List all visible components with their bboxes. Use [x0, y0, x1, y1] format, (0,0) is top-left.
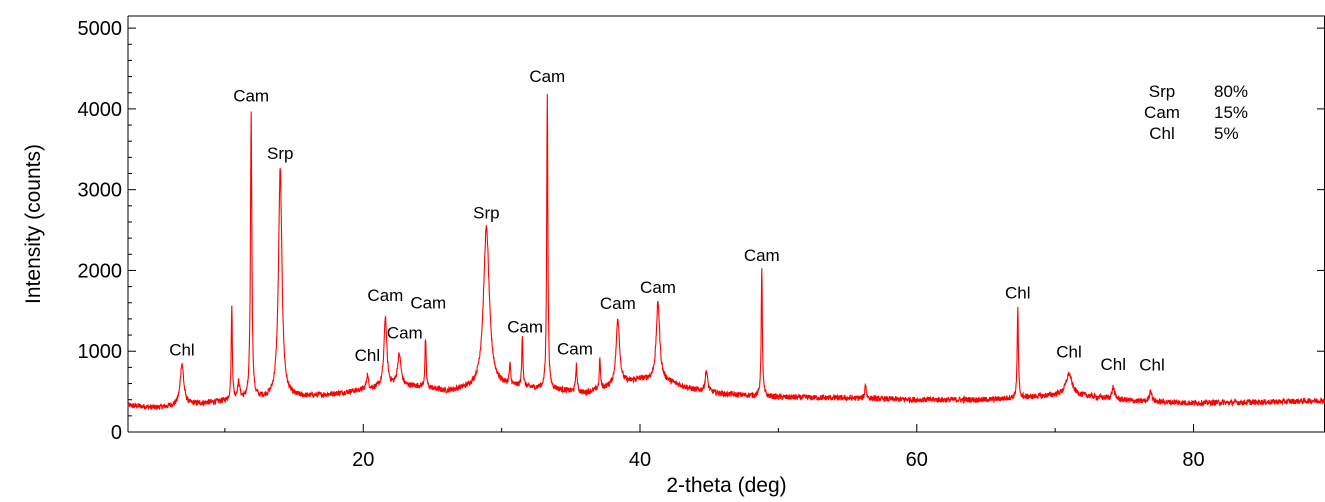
legend-phase: Cam	[1144, 103, 1180, 122]
y-tick-label: 3000	[78, 180, 123, 202]
y-tick-label: 1000	[78, 341, 123, 363]
peak-label-chl: Chl	[1005, 284, 1031, 303]
y-tick-label: 4000	[78, 99, 123, 121]
y-axis-title: Intensity (counts)	[22, 144, 45, 304]
peak-label-cam: Cam	[600, 294, 636, 313]
peak-label-chl: Chl	[169, 340, 195, 359]
peak-label-cam: Cam	[233, 87, 269, 106]
legend-phase: Chl	[1149, 124, 1175, 143]
legend-percent: 5%	[1214, 124, 1239, 143]
xrd-pattern-line	[127, 94, 1325, 410]
peak-label-chl: Chl	[1056, 343, 1082, 362]
x-tick-label: 40	[629, 449, 651, 471]
peak-label-cam: Cam	[529, 67, 565, 86]
peak-label-chl: Chl	[355, 346, 381, 365]
legend-phase: Srp	[1149, 82, 1175, 101]
peak-label-chl: Chl	[1101, 355, 1127, 374]
legend-percent: 15%	[1214, 103, 1248, 122]
peak-label-cam: Cam	[557, 339, 593, 358]
peak-label-cam: Cam	[507, 318, 543, 337]
x-tick-label: 60	[906, 449, 928, 471]
y-tick-label: 0	[111, 422, 122, 444]
peak-label-cam: Cam	[367, 286, 403, 305]
x-tick-label: 20	[352, 449, 374, 471]
y-tick-label: 5000	[78, 18, 123, 40]
peak-label-srp: Srp	[473, 204, 499, 223]
peak-label-cam: Cam	[387, 323, 423, 342]
y-tick-label: 2000	[78, 260, 123, 282]
x-tick-label: 80	[1182, 449, 1204, 471]
x-axis-title: 2-theta (deg)	[666, 474, 786, 497]
peak-label-cam: Cam	[744, 246, 780, 265]
peak-label-cam: Cam	[640, 278, 676, 297]
legend-percent: 80%	[1214, 82, 1248, 101]
peak-label-cam: Cam	[410, 293, 446, 312]
axis-ticks: 20 40 60 80 0 1000 2000 3000 4000 5000	[78, 18, 1325, 471]
peak-label-chl: Chl	[1139, 356, 1165, 375]
peak-label-srp: Srp	[267, 144, 293, 163]
peak-labels: ChlCamSrpChlCamCamCamSrpCamCamCamCamCamC…	[169, 67, 1165, 374]
phase-legend: Srp 80% Cam 15% Chl 5%	[1144, 82, 1248, 143]
